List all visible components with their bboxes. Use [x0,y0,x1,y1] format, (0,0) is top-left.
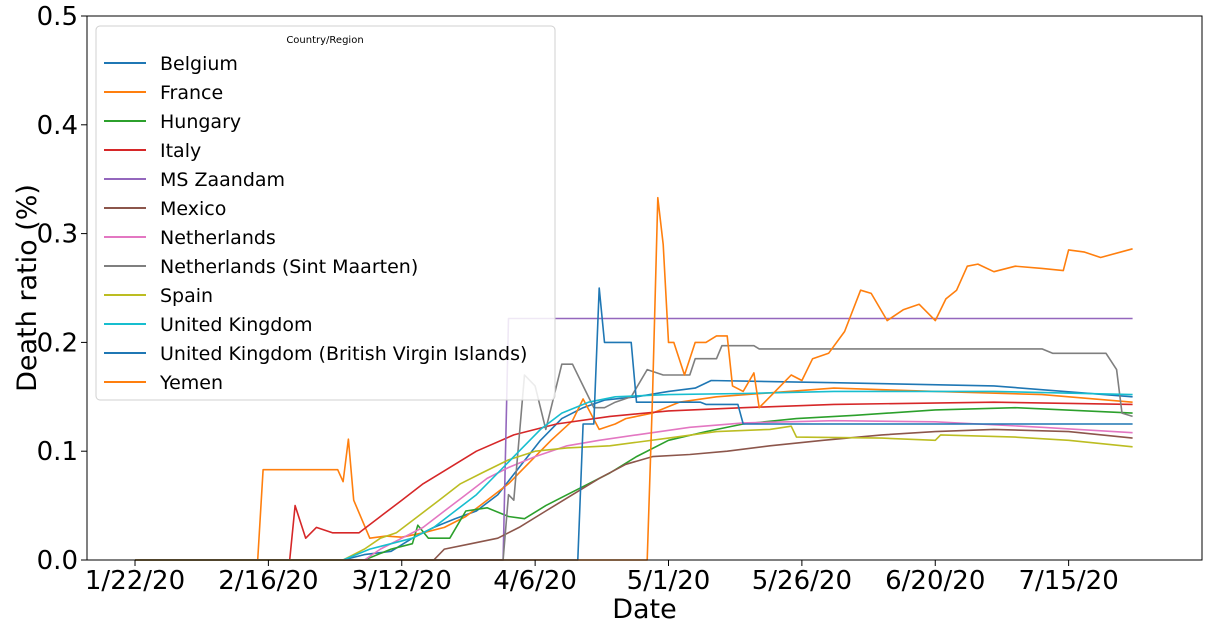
x-axis: 1/22/20 2/16/20 3/12/20 4/6/20 5/1/20 5/26/20… [85,560,1119,596]
series-line-9 [135,425,1133,561]
series-line-7 [135,419,1133,561]
series-line-2 [135,387,1133,561]
series-line-10 [135,390,1133,561]
y-tick-label: 0.1 [37,437,78,467]
legend-label: Netherlands [160,227,276,249]
legend-label: Yemen [159,372,223,394]
y-tick-label: 0.4 [37,111,78,141]
x-tick-label: 5/1/20 [627,566,711,596]
x-tick-label: 3/12/20 [352,566,452,596]
x-tick-label: 6/20/20 [885,566,985,596]
y-tick-label: 0.3 [37,220,78,250]
legend-label: Belgium [160,53,238,75]
x-tick-label: 7/15/20 [1019,566,1119,596]
series-line-12 [135,196,1133,561]
legend-label: France [160,82,223,104]
x-tick-label: 1/22/20 [85,566,185,596]
x-tick-label: 4/6/20 [493,566,577,596]
plot-frame [86,15,1203,561]
x-tick-label: 5/26/20 [752,566,852,596]
y-tick-label: 0.0 [37,546,78,576]
legend-label: Mexico [160,198,226,220]
series-line-3 [135,406,1133,561]
legend-label: Netherlands (Sint Maarten) [160,256,418,278]
series-layer [135,196,1133,561]
legend-label: United Kingdom [160,314,313,336]
legend-label: Italy [160,140,201,162]
legend-title: Country/Region [286,35,363,46]
legend-label: Hungary [160,111,241,133]
y-tick-label: 0.5 [37,2,78,32]
legend-box [95,25,556,401]
legend-label: United Kingdom (British Virgin Islands) [160,343,527,365]
legend-items: Belgium France Hungary Italy MS Zaandam Mexic… [104,53,527,394]
y-axis: 0.0 0.1 0.2 0.3 0.4 0.5 [37,2,87,576]
series-line-4 [135,401,1133,561]
series-line-6 [135,428,1133,561]
legend-label: MS Zaandam [160,169,285,191]
legend-label: Spain [160,285,213,307]
legend: Country/Region Belgium France Hungary Italy… [95,25,556,401]
y-tick-label: 0.2 [37,328,78,358]
series-line-11 [135,287,1133,561]
x-axis-title: Date [612,594,677,625]
y-axis-title: Death ratio (%) [12,184,43,392]
x-tick-label: 2/16/20 [218,566,318,596]
